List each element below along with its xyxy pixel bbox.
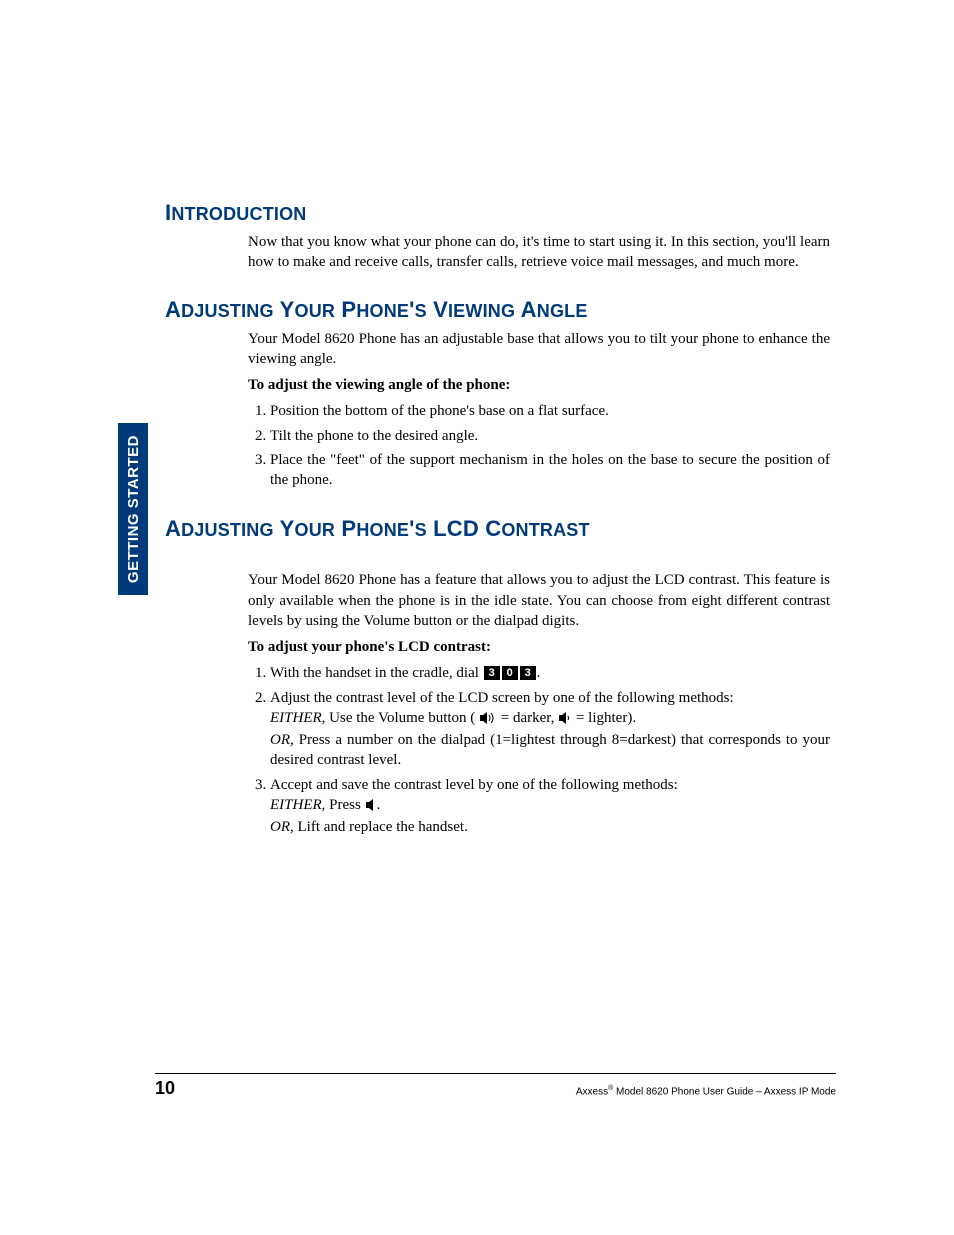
h-sc: OUR — [295, 520, 336, 540]
h-cap: A — [165, 516, 181, 541]
step-text: = darker, — [497, 710, 558, 726]
h-sc: DJUSTING — [181, 520, 274, 540]
lcd-step: Adjust the contrast level of the LCD scr… — [270, 688, 830, 771]
step-text: , Lift and replace the handset. — [290, 819, 468, 835]
angle-step: Tilt the phone to the desired angle. — [270, 426, 830, 446]
section-tab-label: GETTING STARTED — [125, 435, 142, 583]
h-sc: ONTRAST — [501, 520, 589, 540]
footer-divider — [155, 1073, 836, 1074]
step-text: With the handset in the cradle, dial — [270, 665, 483, 681]
h-cap: A — [165, 297, 181, 322]
page-content: INTRODUCTION Now that you know what your… — [165, 200, 830, 845]
heading-viewing-angle: ADJUSTING YOUR PHONE'S VIEWING ANGLE — [165, 297, 830, 323]
h-cap: A — [515, 297, 537, 322]
angle-lead: To adjust the viewing angle of the phone… — [248, 375, 830, 395]
dial-key: 0 — [502, 666, 518, 680]
lcd-lead: To adjust your phone's LCD contrast: — [248, 637, 830, 657]
dial-key: 3 — [484, 666, 500, 680]
h-sc: IEWING — [448, 301, 515, 321]
page-footer: 10 Axxess® Model 8620 Phone User Guide –… — [155, 1073, 836, 1099]
step-text: . — [377, 797, 381, 813]
footer-brand: Axxess — [576, 1086, 608, 1097]
page-number: 10 — [155, 1078, 175, 1099]
footer-caption: Axxess® Model 8620 Phone User Guide – Ax… — [576, 1085, 836, 1097]
h-sc: HONE — [356, 301, 409, 321]
lcd-step: Accept and save the contrast level by on… — [270, 775, 830, 838]
angle-step: Position the bottom of the phone's base … — [270, 401, 830, 421]
step-text: , Use the Volume button ( — [322, 710, 479, 726]
heading-rest: NTRODUCTION — [171, 204, 306, 224]
step-text: , Press — [322, 797, 365, 813]
h-cap: Y — [274, 297, 295, 322]
step-text: . — [537, 665, 541, 681]
lcd-step: With the handset in the cradle, dial 303… — [270, 663, 830, 683]
h-sc: S — [415, 520, 427, 540]
step-text: Accept and save the contrast level by on… — [270, 777, 678, 793]
lcd-steps: With the handset in the cradle, dial 303… — [248, 663, 830, 837]
step-text: Adjust the contrast level of the LCD scr… — [270, 690, 734, 706]
h-cap: V — [427, 297, 448, 322]
either-label: EITHER — [270, 797, 322, 813]
speaker-loud-icon — [480, 710, 496, 730]
h-sc: NGLE — [537, 301, 588, 321]
step-text: = lighter). — [572, 710, 636, 726]
or-label: OR — [270, 819, 290, 835]
or-label: OR — [270, 732, 290, 748]
angle-steps: Position the bottom of the phone's base … — [248, 401, 830, 490]
angle-paragraph: Your Model 8620 Phone has an adjustable … — [248, 329, 830, 370]
h-sc: DJUSTING — [181, 301, 274, 321]
step-text: , Press a number on the dialpad (1=light… — [270, 732, 830, 768]
h-cap: LCD C — [427, 516, 502, 541]
intro-paragraph: Now that you know what your phone can do… — [248, 232, 830, 273]
speaker-icon — [366, 797, 376, 817]
intro-body: Now that you know what your phone can do… — [248, 232, 830, 273]
h-sc: HONE — [356, 520, 409, 540]
lcd-paragraph: Your Model 8620 Phone has a feature that… — [248, 570, 830, 631]
footer-text: Model 8620 Phone User Guide – Axxess IP … — [613, 1086, 836, 1097]
h-cap: P — [335, 297, 356, 322]
h-cap: Y — [274, 516, 295, 541]
heading-lcd-contrast: ADJUSTING YOUR PHONE'S LCD CONTRAST — [165, 516, 830, 542]
h-sc: OUR — [295, 301, 336, 321]
either-label: EITHER — [270, 710, 322, 726]
speaker-soft-icon — [559, 710, 571, 730]
h-sc: S — [415, 301, 427, 321]
heading-introduction: INTRODUCTION — [165, 200, 830, 226]
angle-body: Your Model 8620 Phone has an adjustable … — [248, 329, 830, 491]
h-cap: P — [335, 516, 356, 541]
angle-step: Place the "feet" of the support mechanis… — [270, 450, 830, 491]
lcd-body: Your Model 8620 Phone has a feature that… — [248, 570, 830, 837]
section-tab: GETTING STARTED — [118, 423, 148, 595]
dial-key: 3 — [520, 666, 536, 680]
